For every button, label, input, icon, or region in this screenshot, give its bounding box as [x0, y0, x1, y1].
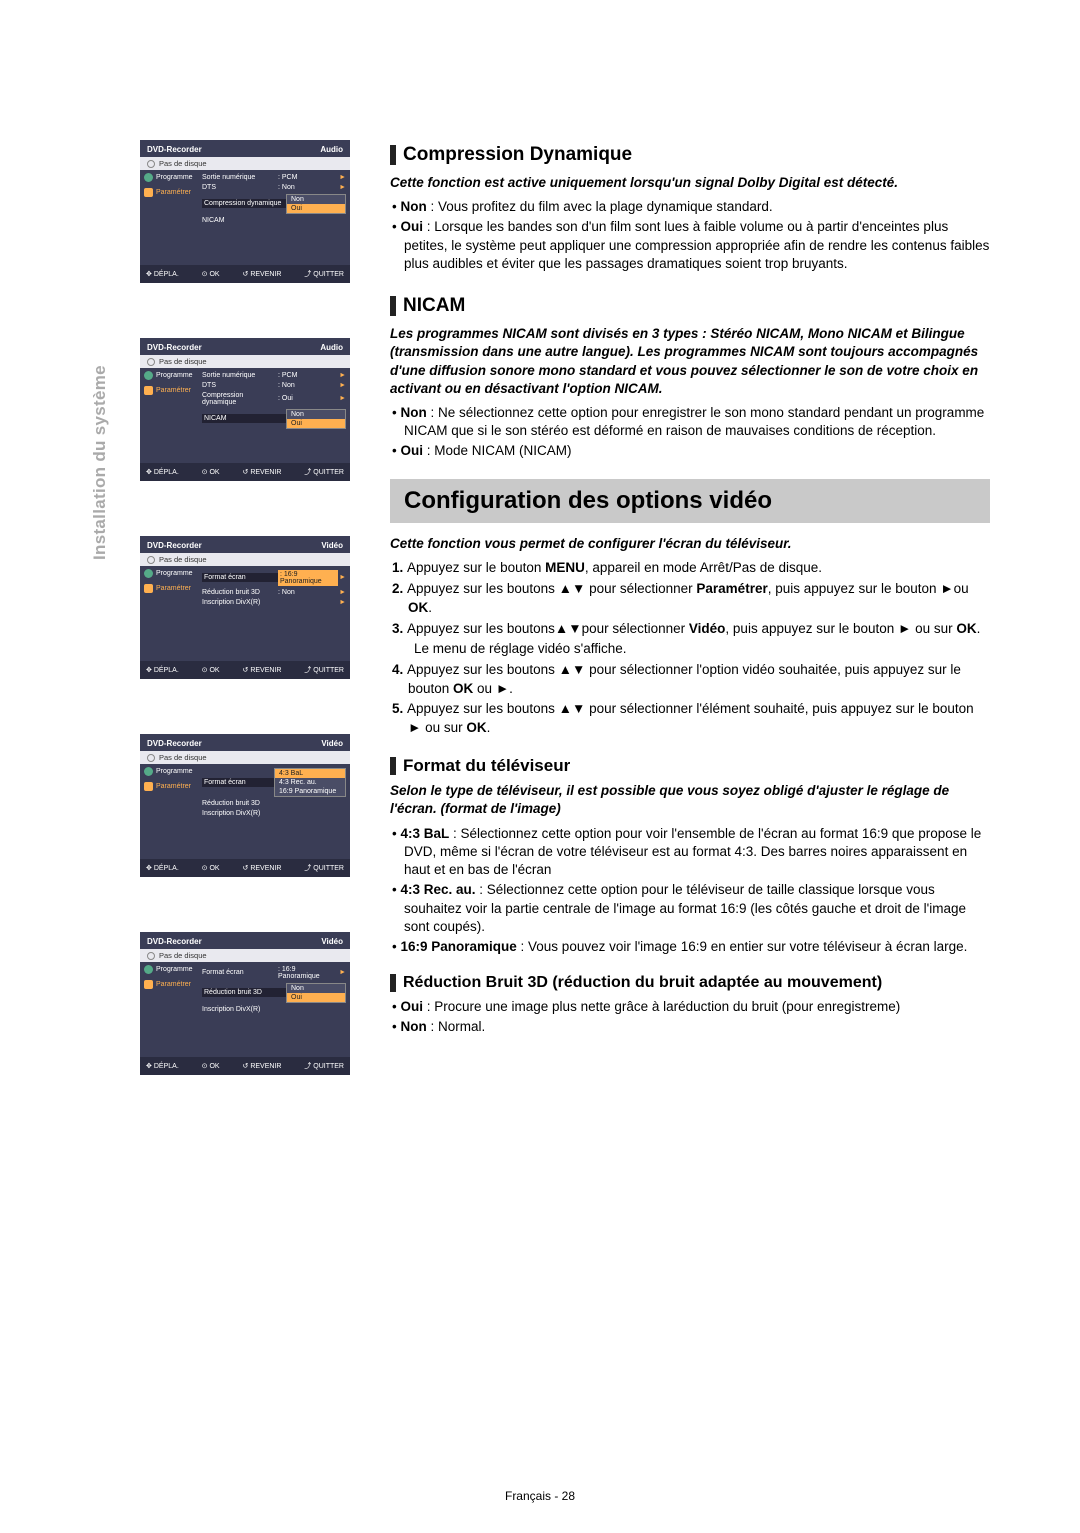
programme-icon: [144, 767, 153, 776]
osd-title: DVD-Recorder: [147, 145, 202, 154]
sidebar-section-label: Installation du système: [90, 365, 110, 560]
bullet: • 4:3 Rec. au. : Sélectionnez cette opti…: [404, 881, 990, 936]
step: 4. Appuyez sur les boutons ▲▼ pour sélec…: [408, 661, 990, 699]
title-compression: Compression Dynamique: [390, 144, 990, 166]
step: 1. Appuyez sur le bouton MENU, appareil …: [408, 559, 990, 578]
programme-icon: [144, 569, 153, 578]
nav-programme: Programme: [140, 170, 198, 185]
gear-icon: [144, 782, 153, 791]
disc-icon: [147, 754, 155, 762]
gear-icon: [144, 980, 153, 989]
desc-compression: Cette fonction est active uniquement lor…: [390, 174, 990, 192]
step: 3. Appuyez sur les boutons▲▼pour sélecti…: [408, 620, 990, 639]
step: 5. Appuyez sur les boutons ▲▼ pour sélec…: [408, 700, 990, 738]
step-sub: Le menu de réglage vidéo s'affiche.: [414, 640, 990, 658]
bullet: • 4:3 BaL : Sélectionnez cette option po…: [404, 825, 990, 880]
bullet: • Oui : Procure une image plus nette grâ…: [404, 998, 990, 1016]
title-nicam: NICAM: [390, 295, 990, 317]
desc-nicam: Les programmes NICAM sont divisés en 3 t…: [390, 325, 990, 398]
osd-footer: ✥DÉPLA. ⊙OK ↺REVENIR ⤴QUITTER: [140, 265, 350, 283]
gear-icon: [144, 386, 153, 395]
bullet: • Non : Ne sélectionnez cette option pou…: [404, 404, 990, 440]
osd-video-format-popup: DVD-RecorderVidéo Pas de disque Programm…: [140, 734, 350, 877]
bullet: • Oui : Lorsque les bandes son d'un film…: [404, 218, 990, 273]
programme-icon: [144, 371, 153, 380]
disc-icon: [147, 358, 155, 366]
bullet: • Non : Vous profitez du film avec la pl…: [404, 198, 990, 216]
osd-video-3d: DVD-RecorderVidéo Pas de disque Programm…: [140, 932, 350, 1075]
gear-icon: [144, 188, 153, 197]
banner-video-options: Configuration des options vidéo: [390, 479, 990, 523]
osd-video-format: DVD-RecorderVidéo Pas de disque Programm…: [140, 536, 350, 679]
osd-audio-compression: DVD-Recorder Audio Pas de disque Programm…: [140, 140, 350, 283]
osd-sub: Pas de disque: [140, 157, 350, 170]
popup: NonOui: [286, 194, 346, 214]
bullet: • 16:9 Panoramique : Vous pouvez voir l'…: [404, 938, 990, 956]
bullet: • Oui : Mode NICAM (NICAM): [404, 442, 990, 460]
title-3d: Réduction Bruit 3D (réduction du bruit a…: [390, 974, 990, 992]
programme-icon: [144, 173, 153, 182]
gear-icon: [144, 584, 153, 593]
osd-audio-nicam: DVD-RecorderAudio Pas de disque Programm…: [140, 338, 350, 481]
page-footer: Français - 28: [0, 1489, 1080, 1503]
content-column: Compression Dynamique Cette fonction est…: [360, 140, 990, 1130]
desc-format: Selon le type de téléviseur, il est poss…: [390, 782, 990, 818]
bullet: • Non : Normal.: [404, 1018, 990, 1036]
nav-parametrer: Paramétrer: [140, 185, 198, 200]
programme-icon: [144, 965, 153, 974]
disc-icon: [147, 556, 155, 564]
disc-icon: [147, 952, 155, 960]
disc-icon: [147, 160, 155, 168]
page: DVD-Recorder Audio Pas de disque Programm…: [0, 0, 1080, 1170]
desc-video: Cette fonction vous permet de configurer…: [390, 535, 990, 553]
screenshots-column: DVD-Recorder Audio Pas de disque Programm…: [70, 140, 360, 1130]
step: 2. Appuyez sur les boutons ▲▼ pour sélec…: [408, 580, 990, 618]
title-format: Format du téléviseur: [390, 756, 990, 776]
osd-mode: Audio: [320, 145, 343, 154]
